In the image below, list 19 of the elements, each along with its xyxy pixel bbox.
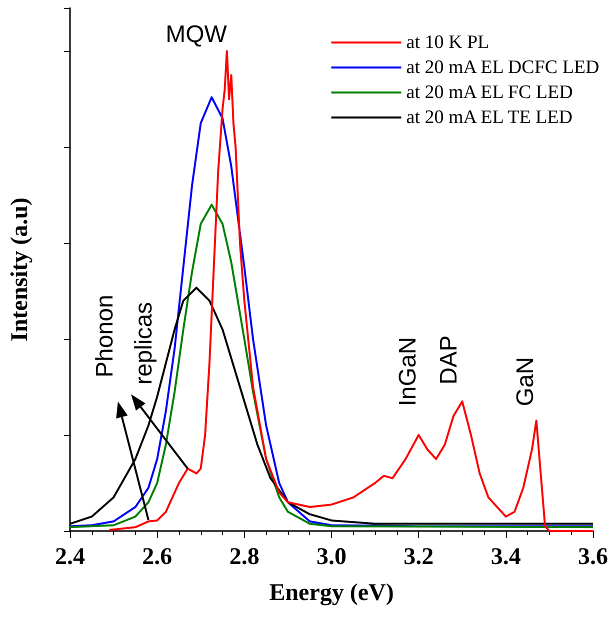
legend-label: at 20 mA EL TE LED [406,107,572,128]
x-axis-title: Energy (eV) [269,580,394,606]
x-tick-label: 3.0 [316,544,346,570]
x-tick-label: 2.4 [55,544,85,570]
x-tick-label: 3.2 [404,544,434,570]
annotation: InGaN [394,336,422,406]
annotation: DAP [436,335,463,385]
text: MQW [166,20,228,48]
x-tick-label: 2.8 [229,544,260,570]
legend-label: at 20 mA EL DCFC LED [406,57,600,78]
legend-label: at 20 mA EL FC LED [406,82,573,103]
x-tick-label: 2.6 [142,544,172,570]
annotation: GaN [512,356,539,406]
x-tick-label: 3.6 [578,544,608,570]
annotation: Phonon [91,294,118,378]
legend-label: at 10 K PL [406,32,490,53]
annotation: replicas [130,302,158,385]
y-axis-title: Intensity (a.u) [7,197,33,342]
x-tick-label: 3.4 [490,544,521,570]
